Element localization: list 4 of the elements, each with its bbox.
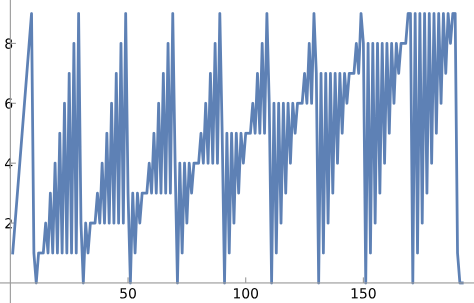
line-series [11, 12, 464, 284]
x-tick-label: 100 [234, 288, 258, 299]
x-tick-label: 50 [120, 288, 136, 299]
x-tick-label: 150 [352, 288, 376, 299]
